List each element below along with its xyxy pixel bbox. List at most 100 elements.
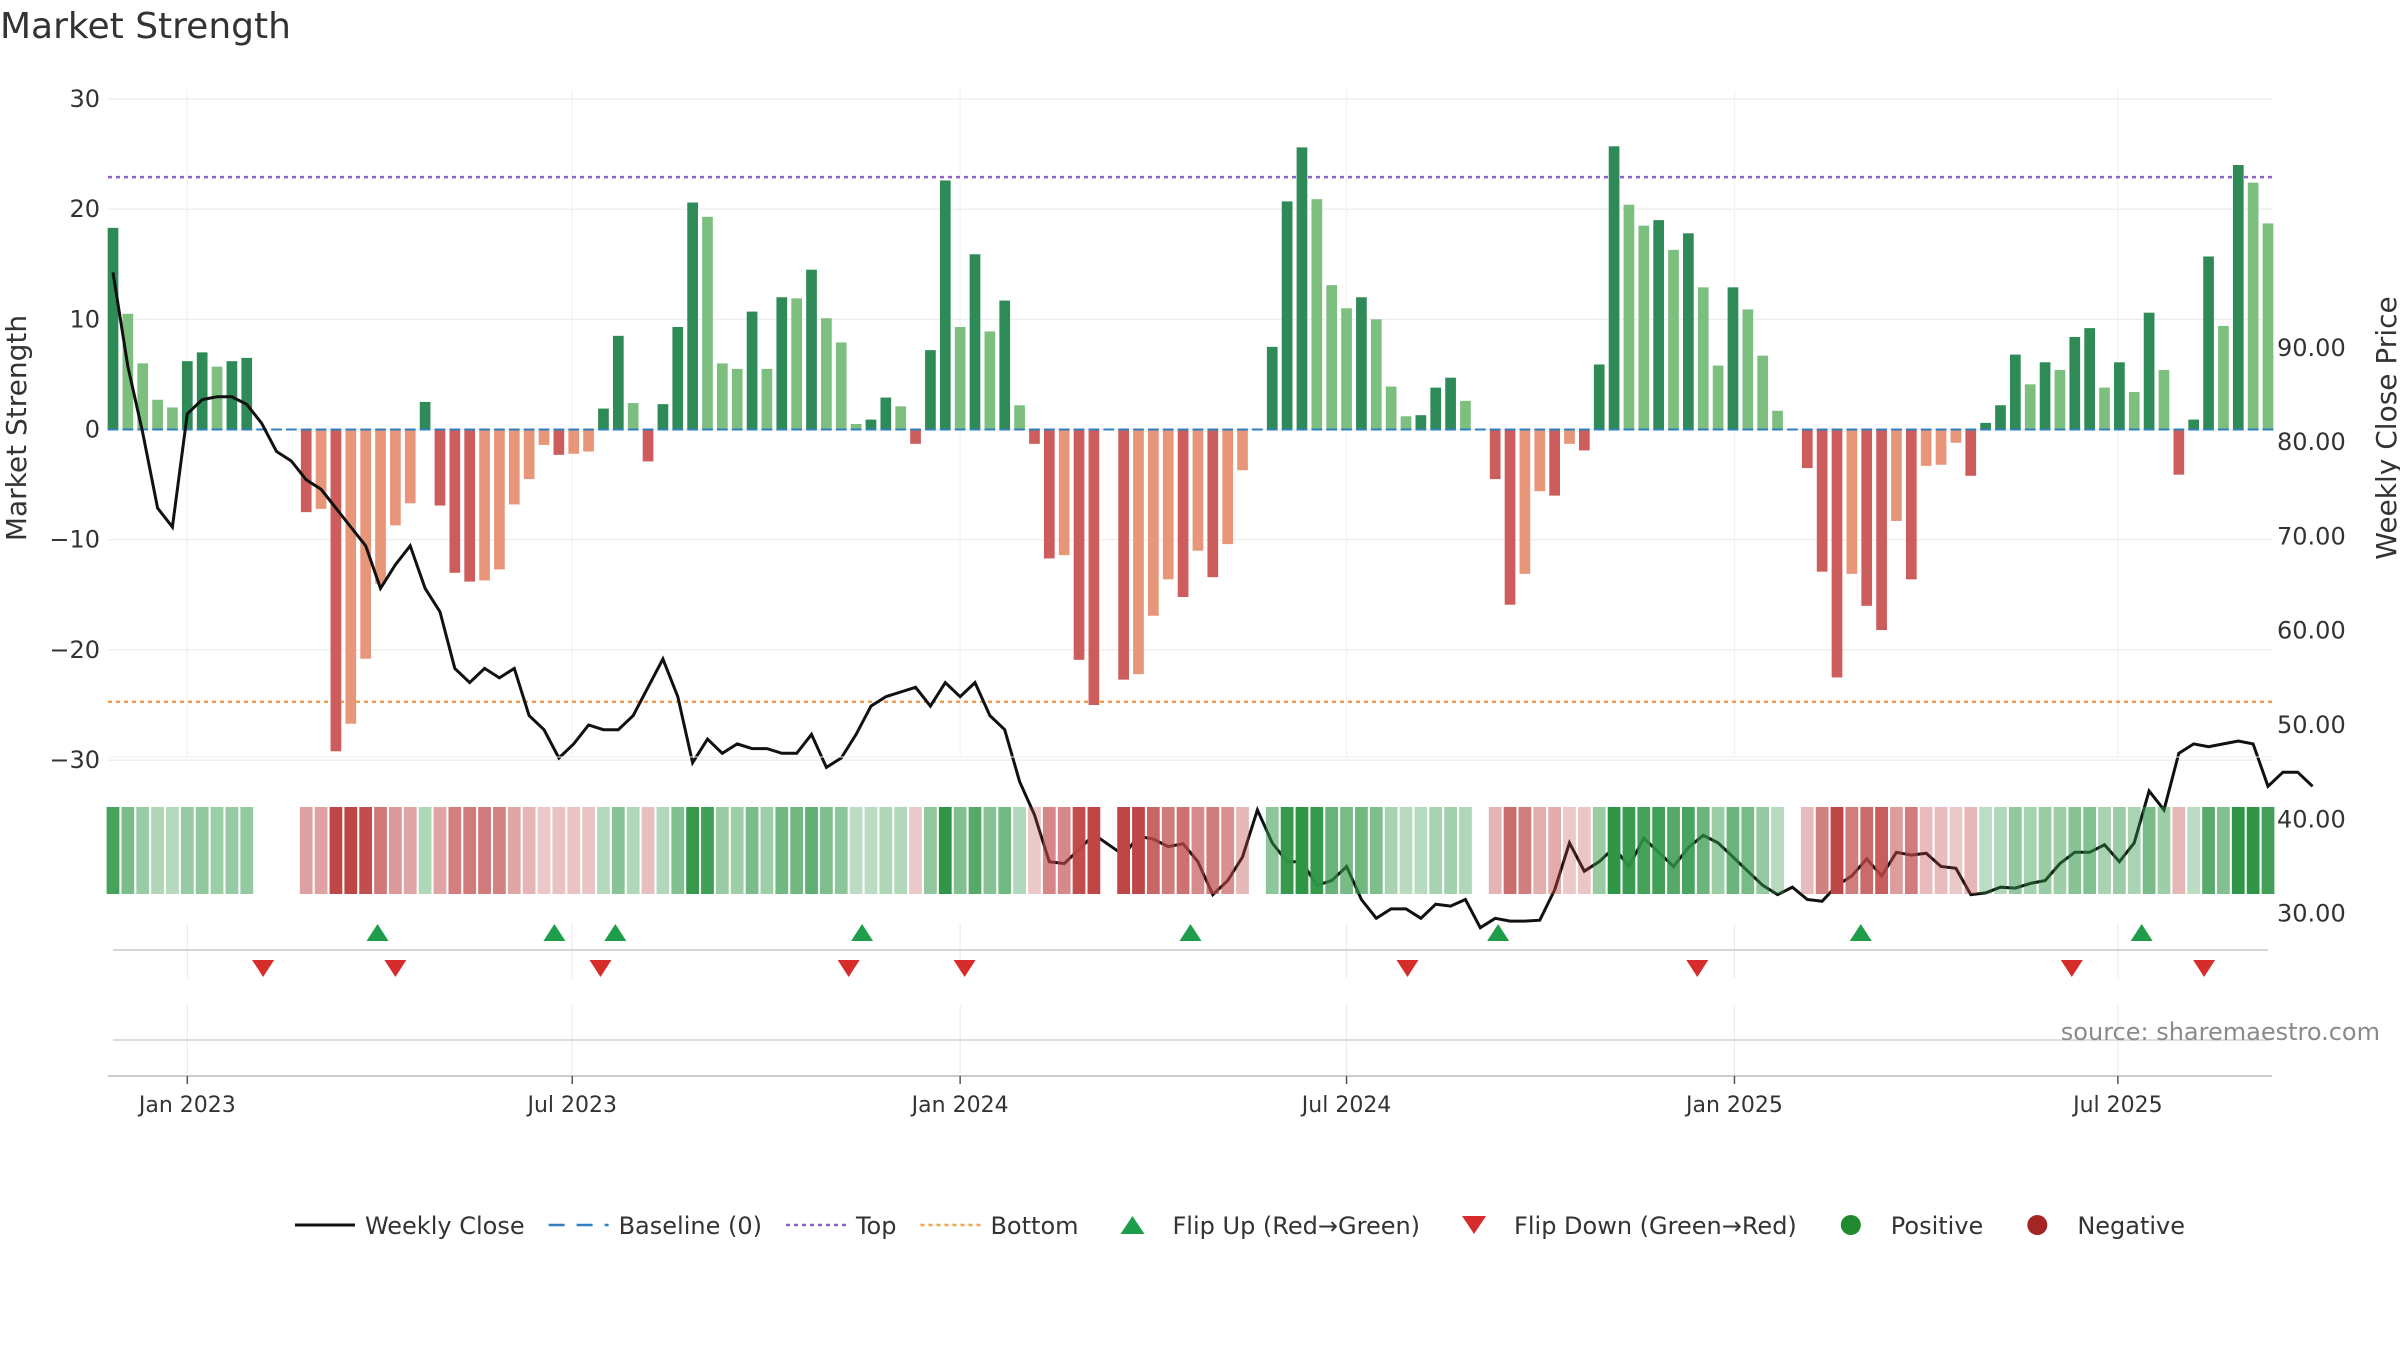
strip-cell (2142, 807, 2156, 894)
y-tick-label: 10 (69, 305, 100, 333)
strip-cell (106, 807, 120, 894)
strength-bar (1177, 429, 1189, 598)
strength-bar (1400, 416, 1412, 430)
strength-bar (1192, 429, 1204, 551)
strength-bar (1772, 410, 1783, 430)
strength-bar (464, 429, 476, 582)
x-tick-label: Jul 2023 (525, 1093, 617, 1118)
strength-bar (835, 342, 847, 430)
strip-cell (1280, 807, 1294, 894)
strength-bar (761, 368, 773, 430)
strip-cell (1518, 807, 1532, 894)
strip-cell (1414, 807, 1428, 894)
strip-cell (2023, 807, 2037, 894)
strip-cell (314, 807, 328, 894)
strength-bar (538, 429, 550, 445)
strip-cell (299, 807, 313, 894)
strength-bar (2114, 362, 2125, 430)
strength-bar (137, 363, 149, 430)
strip-cell (909, 807, 922, 894)
strip-cell (1399, 807, 1413, 894)
strip-cell (195, 807, 209, 894)
flip-up-marker (851, 924, 874, 941)
strip-cell (2112, 807, 2126, 894)
flip-up-marker (2130, 924, 2153, 941)
strip-cell (1949, 807, 1963, 894)
legend-label: Bottom (990, 1212, 1078, 1240)
flip-down-marker (2193, 960, 2216, 977)
empty-bottom-panel (108, 1039, 2272, 1077)
strip-cell (1325, 807, 1339, 894)
flip-down-marker (1396, 960, 1419, 977)
reference-lines (108, 175, 2272, 703)
y2-tick-label: 60.00 (2277, 617, 2346, 645)
y-tick-label: −30 (49, 746, 100, 774)
y2-tick-label: 30.00 (2277, 900, 2346, 928)
strength-bar (1980, 422, 1991, 430)
strength-bar (1757, 355, 1769, 430)
strength-bar (1697, 287, 1709, 430)
strength-bar (479, 429, 490, 581)
strip-cell (1994, 807, 2007, 894)
strength-bar (702, 216, 713, 430)
strength-bar (1222, 429, 1234, 545)
x-tick-label: Jan 2024 (910, 1093, 1009, 1118)
strip-cell (983, 807, 997, 894)
strip-cell (418, 807, 432, 894)
strip-cell (1503, 807, 1517, 894)
strip-cell (611, 807, 625, 894)
strength-bar (1088, 429, 1100, 705)
legend-label: Flip Down (Green→Red) (1514, 1212, 1797, 1240)
strength-bar (1950, 429, 1962, 443)
strength-bar (1831, 429, 1843, 678)
strip-cell (1815, 807, 1829, 894)
strip-cell (760, 807, 774, 894)
strip-cell (225, 807, 239, 894)
strength-bar (568, 429, 580, 454)
strength-bar (2099, 387, 2110, 430)
strip-cell (567, 807, 581, 894)
strength-bar (1638, 225, 1650, 430)
strength-bar (1846, 429, 1858, 574)
strength-bar (1043, 429, 1055, 559)
strip-cell (478, 807, 491, 894)
strength-bar (657, 404, 669, 430)
strip-cell (2261, 807, 2275, 894)
strip-cell (1444, 807, 1457, 894)
strength-bar (1296, 147, 1308, 430)
strip-cell (1711, 807, 1725, 894)
strength-bar (1266, 346, 1278, 430)
strength-bar (1683, 233, 1694, 430)
y2-axis-ticks: 90.00 80.00 70.00 60.00 50.00 40.00 30.00 (2277, 334, 2346, 928)
strength-bar (672, 327, 684, 430)
strength-bar (2128, 392, 2140, 430)
strength-bar (434, 429, 446, 506)
strip-cell (968, 807, 982, 894)
strip-cell (136, 807, 150, 894)
strength-bar (642, 429, 654, 462)
strength-bar (1415, 415, 1427, 430)
legend-swatch-circle (1840, 1215, 1861, 1235)
strength-bar (1623, 204, 1635, 430)
strength-bar (2173, 429, 2185, 475)
strip-cell (2246, 807, 2260, 894)
strength-bar (1965, 429, 1977, 476)
strip-cell (730, 807, 744, 894)
strength-bar (2232, 165, 2244, 430)
strip-cell (1919, 807, 1933, 894)
strength-bar (939, 180, 951, 430)
strength-bar (2054, 369, 2066, 430)
strength-bar (241, 357, 253, 430)
legend: Weekly Close Baseline (0) Top Bottom Flip Up… (294, 1212, 2185, 1240)
strength-bar (1534, 429, 1546, 492)
strip-cell (2038, 807, 2052, 894)
strip-cell (2187, 807, 2201, 894)
strip-cell (1592, 807, 1606, 894)
strip-cell (329, 807, 343, 894)
strip-cell (641, 807, 655, 894)
strip-cell (388, 807, 402, 894)
strip-cell (1459, 807, 1472, 894)
strength-bar (2262, 223, 2274, 430)
x-axis-ticks: Jan 2023 Jul 2023 Jan 2024 Jul 2024 Jan 2025… (137, 1076, 2163, 1118)
